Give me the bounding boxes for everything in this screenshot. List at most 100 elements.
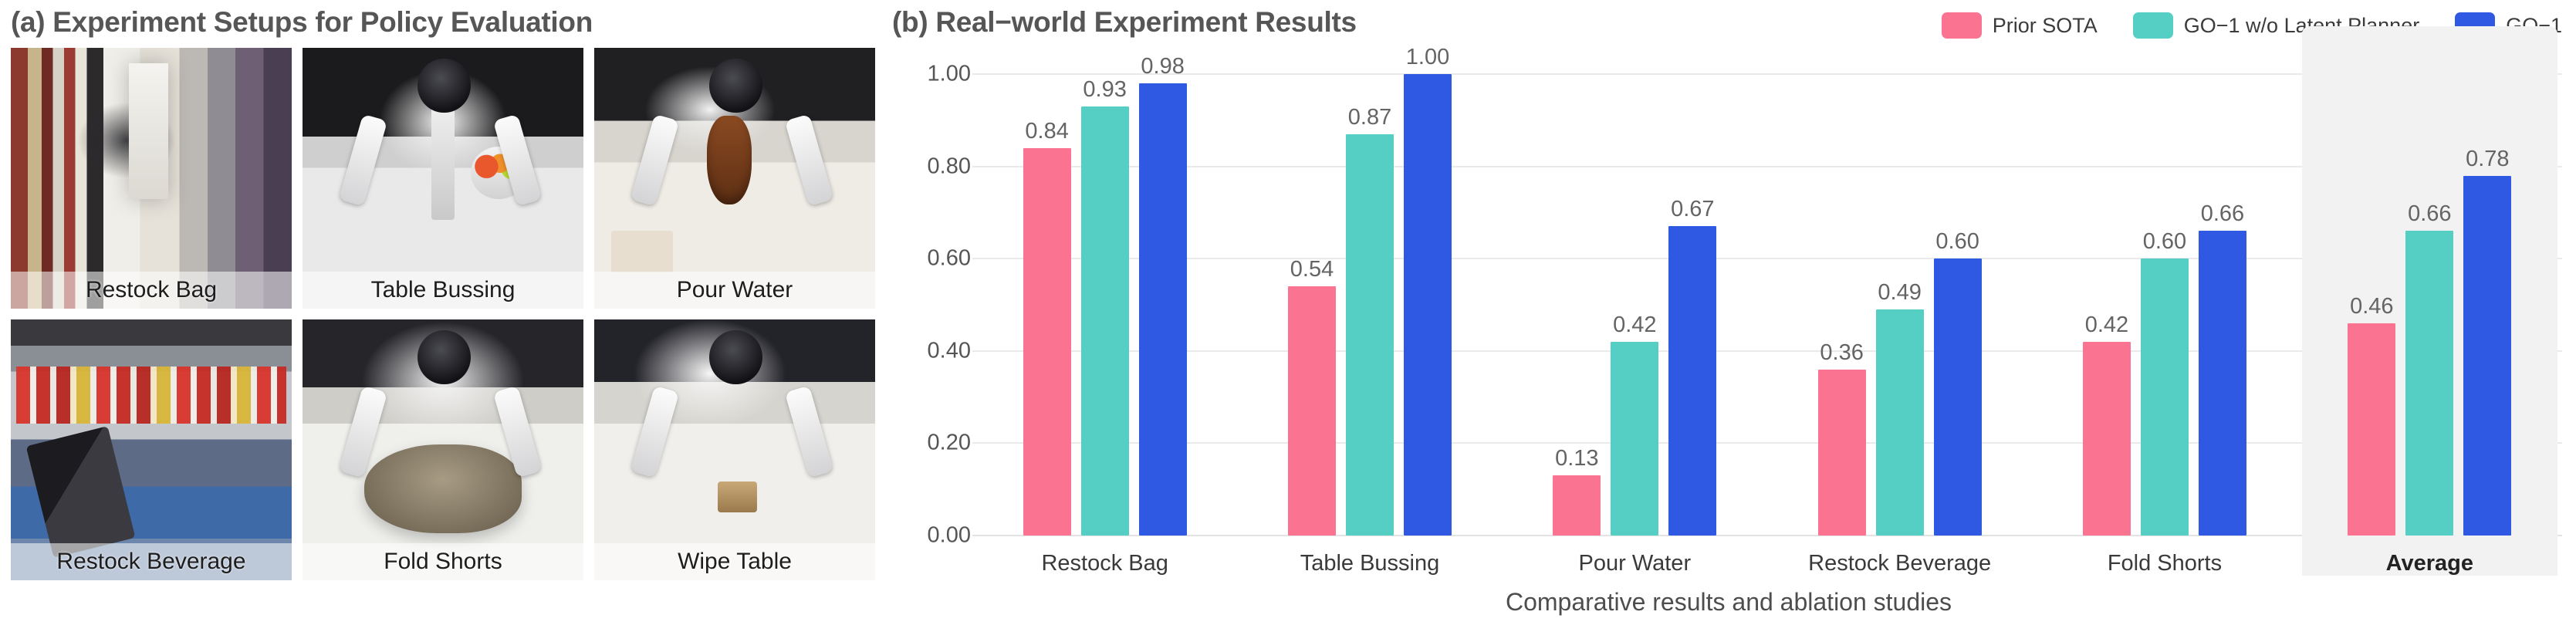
- bar-column: 0.42: [1611, 313, 1659, 536]
- bar-go-1[interactable]: 0.60: [1933, 229, 1982, 536]
- bar-go-1[interactable]: 1.00: [1403, 45, 1452, 536]
- bar-prior-sota[interactable]: 0.36: [1817, 340, 1866, 536]
- photo-label: Wipe Table: [678, 549, 792, 574]
- y-axis-tick-label: 0.20: [927, 430, 971, 455]
- bar-column: 0.42: [2082, 313, 2131, 536]
- photo-label: Pour Water: [676, 277, 793, 302]
- bar-column: 1.00: [1403, 45, 1452, 536]
- x-axis-group-label: Restock Beverage: [1808, 551, 1992, 576]
- bar-set: 0.54 0.87 1.00: [1287, 45, 1452, 536]
- y-axis-tick-label: 0.80: [927, 154, 971, 179]
- bar-value-label: 0.66: [2200, 201, 2245, 227]
- photo-label-band: Restock Bag: [11, 272, 292, 309]
- legend-item-2[interactable]: GO−1 w/o Latent Planner: [2132, 12, 2419, 39]
- legend-item-1[interactable]: Prior SOTA: [1941, 12, 2098, 39]
- bar-value-label: 1.00: [1405, 45, 1450, 69]
- gridline: [972, 73, 2562, 75]
- bar-column: 0.66: [2405, 201, 2454, 536]
- panel-real-world-results: (b) Real−world Experiment Results Prior …: [881, 0, 2576, 642]
- bar-prior-sota[interactable]: 0.46: [2348, 294, 2396, 536]
- bar-group-restock-bag: 0.84 0.93 0.98 Restock Bag: [972, 54, 1237, 576]
- bar-column: 0.84: [1023, 119, 1071, 536]
- experiment-photo-grid: Restock Bag Table Bussing Pour Water Restoc…: [11, 48, 875, 583]
- bar-column: 0.46: [2348, 294, 2396, 536]
- photo-label: Table Bussing: [370, 277, 516, 302]
- bar-go-1-w-o-latent-planner[interactable]: 0.42: [1611, 313, 1659, 536]
- panel-b-title: (b) Real−world Experiment Results: [892, 6, 1357, 38]
- bar-set: 0.13 0.42 0.67: [1553, 197, 1717, 536]
- photo-label-band: Wipe Table: [594, 543, 875, 580]
- bar-value-label: 0.54: [1290, 257, 1334, 282]
- gridline: [972, 165, 2562, 167]
- bar-prior-sota[interactable]: 0.84: [1023, 119, 1071, 536]
- bar-column: 0.78: [2463, 147, 2512, 536]
- gridline: [972, 350, 2562, 352]
- bar-column: 0.13: [1553, 446, 1601, 536]
- y-axis-tick-label: 0.00: [927, 522, 971, 548]
- legend-swatch-icon: [1941, 12, 1982, 39]
- bar-go-1-w-o-latent-planner[interactable]: 0.60: [2140, 229, 2189, 536]
- experiment-photo-restock-bag: Restock Bag: [11, 48, 292, 309]
- photo-label-band: Table Bussing: [303, 272, 583, 309]
- gridline: [972, 442, 2562, 444]
- legend-swatch-icon: [2132, 12, 2173, 39]
- photo-label-band: Fold Shorts: [303, 543, 583, 580]
- bar-column: 0.93: [1080, 77, 1129, 536]
- bar-value-label: 0.60: [2142, 229, 2187, 255]
- photo-label-band: Pour Water: [594, 272, 875, 309]
- bar-go-1[interactable]: 0.66: [2198, 201, 2246, 536]
- x-axis-group-label: Restock Bag: [1041, 551, 1168, 576]
- x-axis-group-label: Table Bussing: [1300, 551, 1440, 576]
- bar-value-label: 0.98: [1141, 53, 1185, 79]
- bar-prior-sota[interactable]: 0.13: [1553, 446, 1601, 536]
- photo-image: [11, 319, 292, 580]
- bar-go-1-w-o-latent-planner[interactable]: 0.93: [1080, 77, 1129, 536]
- photo-label: Restock Bag: [85, 277, 218, 302]
- bar-value-label: 0.87: [1347, 104, 1392, 130]
- x-axis-group-label: Pour Water: [1578, 551, 1692, 576]
- bar-value-label: 0.93: [1083, 76, 1127, 102]
- figure-caption: Comparative results and ablation studies: [1505, 588, 1952, 616]
- bar-column: 0.54: [1287, 257, 1336, 536]
- bar-set: 0.84 0.93 0.98: [1023, 54, 1187, 536]
- bar-go-1[interactable]: 0.67: [1668, 197, 1717, 536]
- photo-image: [594, 319, 875, 580]
- bar-value-label: 0.36: [1820, 340, 1864, 365]
- bar-prior-sota[interactable]: 0.54: [1287, 257, 1336, 536]
- photo-label-band: Restock Beverage: [11, 543, 292, 580]
- experiment-photo-wipe-table: Wipe Table: [594, 319, 875, 580]
- bar-chart-plot-area: 0.00 0.20 0.40 0.60 0.80 1.00 0.84 0.93 0.98 Res…: [928, 26, 2562, 576]
- y-axis-tick-label: 0.40: [927, 338, 971, 363]
- bar-go-1[interactable]: 0.98: [1138, 54, 1187, 536]
- bar-value-label: 0.78: [2466, 146, 2510, 171]
- photo-image: [11, 48, 292, 309]
- legend-label: Prior SOTA: [1992, 13, 2098, 37]
- bar-go-1-w-o-latent-planner[interactable]: 0.87: [1345, 105, 1394, 536]
- bar-set: 0.42 0.60 0.66: [2082, 201, 2246, 536]
- bar-go-1[interactable]: 0.78: [2463, 147, 2512, 536]
- bar-value-label: 0.42: [2084, 312, 2129, 337]
- bar-column: 0.60: [2140, 229, 2189, 536]
- bar-column: 0.66: [2198, 201, 2246, 536]
- bar-value-label: 0.46: [2350, 293, 2394, 319]
- robot-head-icon: [418, 58, 472, 113]
- bar-value-label: 0.84: [1025, 118, 1069, 144]
- panel-experiment-setups: (a) Experiment Setups for Policy Evaluat…: [0, 0, 881, 642]
- bar-value-label: 0.42: [1613, 312, 1657, 337]
- bar-prior-sota[interactable]: 0.42: [2082, 313, 2131, 536]
- bar-column: 0.49: [1875, 280, 1924, 536]
- chart-legend: Prior SOTA GO−1 w/o Latent Planner GO−1: [1906, 12, 2562, 39]
- panel-a-title: (a) Experiment Setups for Policy Evaluat…: [11, 6, 593, 38]
- y-axis-tick-label: 1.00: [927, 61, 971, 86]
- bar-go-1-w-o-latent-planner[interactable]: 0.49: [1875, 280, 1924, 536]
- experiment-photo-restock-beverage: Restock Beverage: [11, 319, 292, 580]
- robot-head-icon: [709, 58, 763, 113]
- photo-label: Restock Beverage: [56, 549, 246, 574]
- gridline: [972, 258, 2562, 260]
- experiment-photo-pour-water: Pour Water: [594, 48, 875, 309]
- experiment-photo-table-bussing: Table Bussing: [303, 48, 583, 309]
- bar-group-average: 0.46 0.66 0.78 Average: [2297, 26, 2562, 576]
- bar-go-1-w-o-latent-planner[interactable]: 0.66: [2405, 201, 2454, 536]
- bar-column: 0.60: [1933, 229, 1982, 536]
